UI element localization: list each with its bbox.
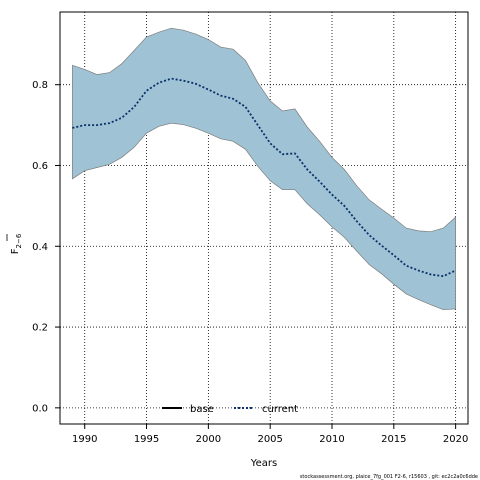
- y-axis-title: F2−6: [10, 233, 23, 254]
- confidence-band: [72, 27, 456, 311]
- x-tick-label: 2010: [319, 434, 344, 445]
- x-tick-label: 2015: [381, 434, 406, 445]
- legend: base current: [162, 404, 298, 415]
- y-tick-label: 0.6: [32, 161, 48, 172]
- y-axis-title-main: F: [10, 248, 21, 254]
- x-tick-label: 2000: [196, 434, 221, 445]
- y-axis-ticks: 0.0 0.2 0.4 0.6 0.8: [32, 80, 60, 414]
- x-tick-label: 2020: [443, 434, 468, 445]
- y-axis-title-sub: 2−6: [15, 233, 23, 248]
- y-tick-label: 0.8: [32, 80, 48, 91]
- y-tick-label: 0.4: [32, 242, 48, 253]
- series-line-current: [72, 77, 456, 278]
- legend-label-current: current: [262, 404, 298, 415]
- x-axis-ticks: 1990 1995 2000 2005 2010 2015 2020: [72, 424, 468, 445]
- y-tick-label: 0.0: [32, 403, 48, 414]
- x-axis-title: Years: [250, 458, 277, 469]
- legend-label-base: base: [190, 404, 214, 415]
- plot-frame: [59, 11, 469, 425]
- footer-text: stockassessment.org, plaice_7fg_001 F2-6…: [300, 474, 478, 480]
- y-tick-label: 0.2: [32, 323, 48, 334]
- x-tick-label: 2005: [257, 434, 282, 445]
- svg-text:F2−6: F2−6: [10, 233, 23, 254]
- x-tick-label: 1990: [72, 434, 97, 445]
- x-tick-label: 1995: [134, 434, 159, 445]
